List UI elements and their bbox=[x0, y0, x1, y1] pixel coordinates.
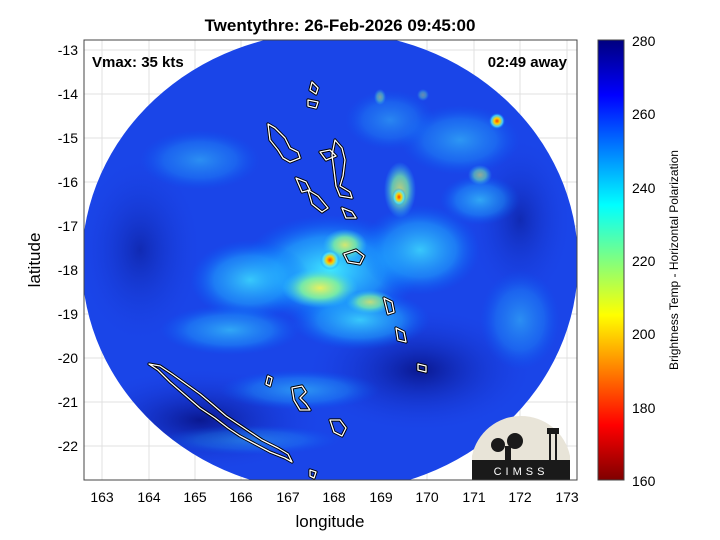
cimss-logo: CIMSS bbox=[472, 415, 570, 480]
y-tick-label: -17 bbox=[58, 218, 78, 234]
y-tick-label: -13 bbox=[58, 42, 78, 58]
x-tick-label: 171 bbox=[462, 489, 486, 505]
colorbar-tick-label: 260 bbox=[632, 106, 656, 122]
x-tick-label: 168 bbox=[322, 489, 346, 505]
x-tick-label: 163 bbox=[90, 489, 114, 505]
y-tick-label: -21 bbox=[58, 394, 78, 410]
y-tick-label: -18 bbox=[58, 262, 78, 278]
y-axis-label: latitude bbox=[25, 233, 44, 288]
colorbar-tick-label: 200 bbox=[632, 326, 656, 342]
x-tick-label: 164 bbox=[137, 489, 161, 505]
x-axis-label: longitude bbox=[295, 512, 364, 531]
y-tick-label: -22 bbox=[58, 438, 78, 454]
y-tick-labels: -13 -14 -15 -16 -17 -18 -19 -20 -21 -22 bbox=[58, 42, 78, 454]
coastlines bbox=[147, 80, 428, 480]
chart-title: Twentythre: 26-Feb-2026 09:45:00 bbox=[205, 16, 476, 35]
time-away-label: 02:49 away bbox=[488, 54, 568, 71]
x-tick-label: 173 bbox=[555, 489, 579, 505]
x-tick-label: 170 bbox=[415, 489, 439, 505]
colorbar-tick-label: 160 bbox=[632, 473, 656, 489]
colorbar-tick-label: 180 bbox=[632, 400, 656, 416]
colorbar-tick-labels: 280 260 240 220 200 180 160 bbox=[632, 33, 656, 489]
x-tick-label: 169 bbox=[369, 489, 393, 505]
colorbar-tick-label: 220 bbox=[632, 253, 656, 269]
colorbar-tick-label: 240 bbox=[632, 180, 656, 196]
x-tick-label: 172 bbox=[508, 489, 532, 505]
x-tick-label: 167 bbox=[276, 489, 300, 505]
y-tick-label: -20 bbox=[58, 350, 78, 366]
colorbar-label: Brightness Temp - Horizontal Polarizatio… bbox=[667, 150, 681, 370]
y-tick-label: -19 bbox=[58, 306, 78, 322]
axes-frame bbox=[83, 39, 578, 481]
vmax-label: Vmax: 35 kts bbox=[92, 54, 184, 71]
cimss-logo-text: CIMSS bbox=[494, 466, 549, 478]
x-tick-labels: 163 164 165 166 167 168 169 170 171 172 … bbox=[90, 489, 579, 505]
colorbar bbox=[597, 39, 625, 481]
y-tick-label: -14 bbox=[58, 86, 78, 102]
colorbar-tick-label: 280 bbox=[632, 33, 656, 49]
y-tick-label: -16 bbox=[58, 174, 78, 190]
x-tick-label: 166 bbox=[229, 489, 253, 505]
y-tick-label: -15 bbox=[58, 130, 78, 146]
x-tick-label: 165 bbox=[183, 489, 207, 505]
